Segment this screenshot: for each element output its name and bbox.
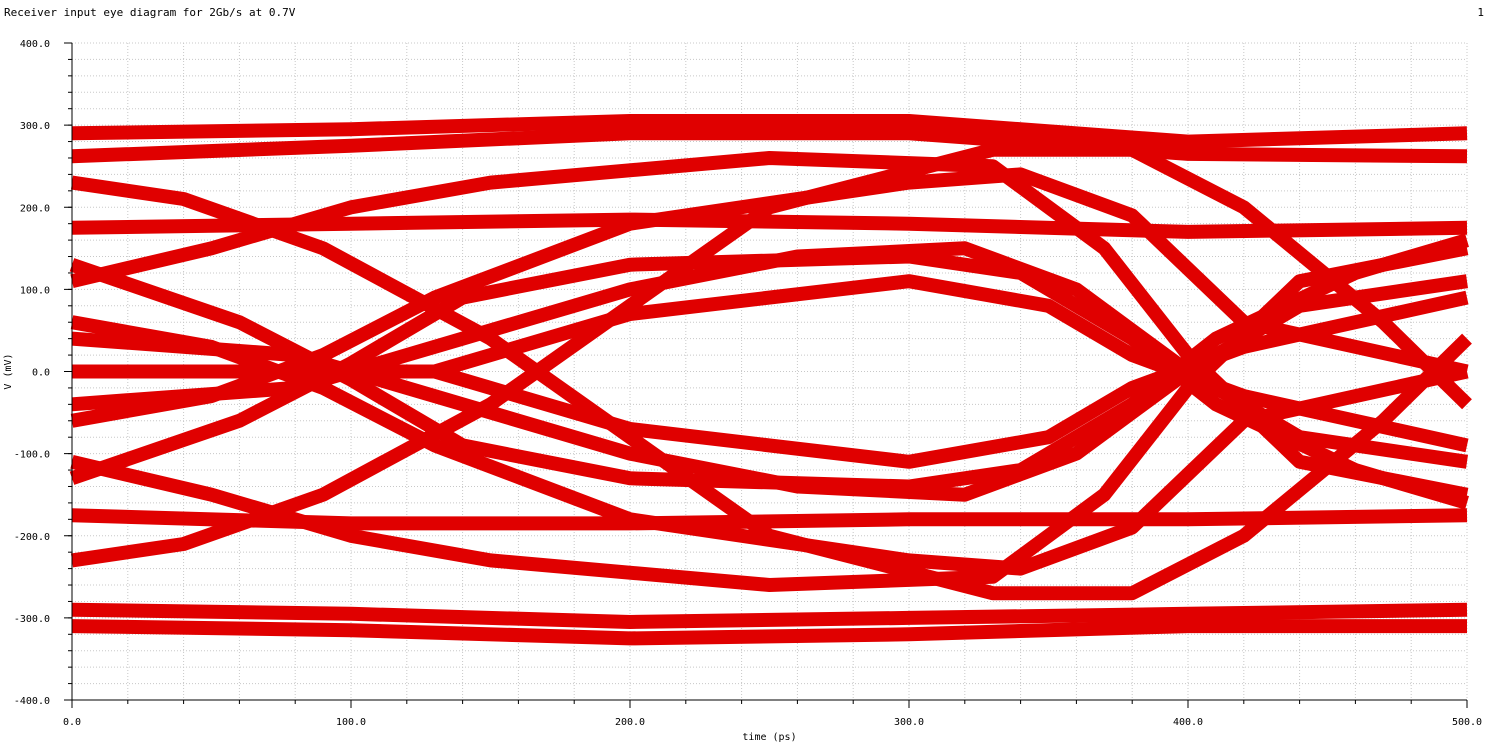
eye-trace-2 [71, 126, 1468, 164]
y-tick-label: -300.0 [14, 614, 50, 625]
eye-trace-17 [71, 274, 1469, 502]
y-tick-label: -200.0 [14, 532, 50, 543]
y-tick-label: 400.0 [20, 39, 50, 50]
axes [64, 42, 1468, 708]
x-tick-label: 500.0 [1452, 717, 1482, 728]
series-group [69, 114, 1472, 646]
chart-title: Receiver input eye diagram for 2Gb/s at … [4, 6, 296, 19]
y-tick-label: -100.0 [14, 450, 50, 461]
eye-trace-12 [72, 290, 1469, 469]
eye-trace-13 [70, 175, 1472, 601]
tick-labels: 400.0 300.0 200.0 100.0 0.0 -100.0 -200.0 -300.… [14, 39, 1482, 728]
page-number: 1 [1477, 6, 1484, 19]
y-tick-label: 300.0 [20, 121, 50, 132]
y-tick-label: 200.0 [20, 203, 50, 214]
x-tick-label: 400.0 [1173, 717, 1203, 728]
x-axis-label: time (ps) [742, 732, 796, 743]
eye-trace-6 [71, 619, 1467, 646]
y-tick-label: 100.0 [20, 285, 50, 296]
eye-trace-5 [71, 602, 1468, 629]
eye-trace-14 [70, 142, 1472, 568]
x-tick-label: 100.0 [336, 717, 366, 728]
y-axis-label: V (mV) [3, 353, 14, 389]
eye-trace-1 [71, 114, 1468, 149]
x-tick-label: 200.0 [615, 717, 645, 728]
x-tick-label: 300.0 [894, 717, 924, 728]
y-tick-label: 0.0 [32, 368, 50, 379]
eye-trace-18 [71, 241, 1469, 469]
y-tick-label: -400.0 [14, 696, 50, 707]
x-tick-label: 0.0 [63, 717, 81, 728]
